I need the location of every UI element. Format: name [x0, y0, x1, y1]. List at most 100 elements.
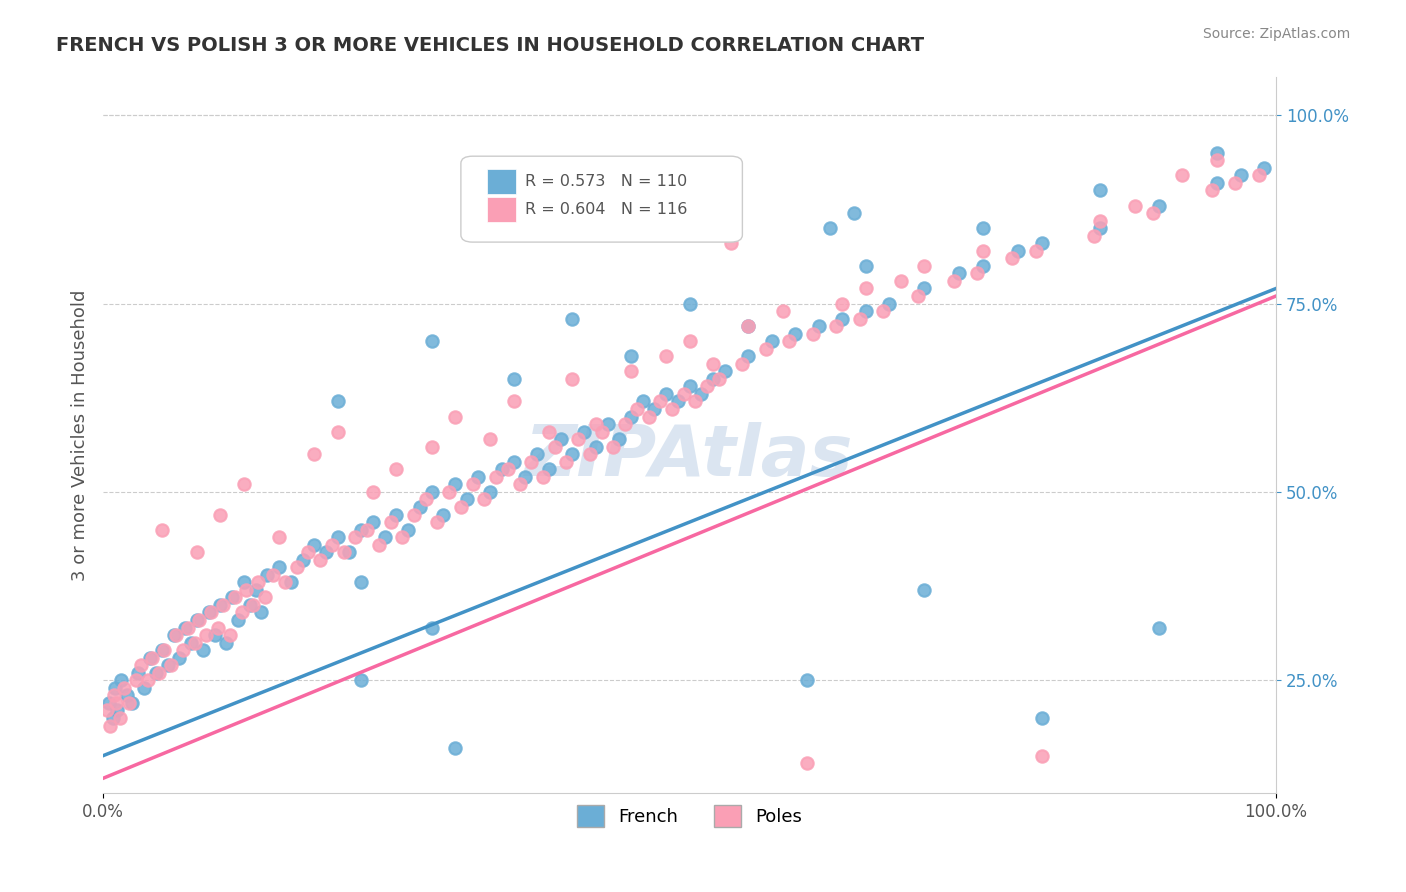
Point: [778, 334, 800, 349]
Point: [291, 553, 314, 567]
Point: [1031, 711, 1053, 725]
Point: [1206, 176, 1229, 190]
Point: [267, 530, 290, 544]
Point: [591, 425, 613, 439]
Point: [134, 681, 156, 695]
Point: [145, 665, 167, 680]
Point: [242, 598, 264, 612]
Point: [707, 372, 730, 386]
Point: [491, 462, 513, 476]
Point: [912, 259, 935, 273]
Point: [1223, 176, 1246, 190]
Point: [326, 530, 349, 544]
Point: [485, 470, 508, 484]
Point: [450, 500, 472, 514]
Point: [262, 567, 284, 582]
Point: [105, 703, 128, 717]
Point: [125, 673, 148, 688]
Point: [561, 447, 583, 461]
Text: Source: ZipAtlas.com: Source: ZipAtlas.com: [1202, 27, 1350, 41]
Point: [972, 244, 994, 258]
Point: [209, 598, 232, 612]
Point: [1201, 184, 1223, 198]
Point: [1088, 213, 1111, 227]
Point: [666, 394, 689, 409]
Point: [502, 372, 524, 386]
Point: [1247, 169, 1270, 183]
Point: [180, 635, 202, 649]
Point: [1147, 621, 1170, 635]
Point: [274, 575, 297, 590]
Point: [912, 582, 935, 597]
Point: [825, 319, 848, 334]
Point: [690, 387, 713, 401]
Text: R = 0.604   N = 116: R = 0.604 N = 116: [526, 202, 688, 218]
Point: [297, 545, 319, 559]
Point: [720, 236, 742, 251]
Point: [385, 462, 408, 476]
Point: [855, 281, 877, 295]
Point: [356, 523, 378, 537]
Point: [807, 319, 830, 334]
Point: [165, 628, 187, 642]
Point: [831, 311, 853, 326]
Point: [235, 582, 257, 597]
Point: [350, 523, 373, 537]
Text: FRENCH VS POLISH 3 OR MORE VEHICLES IN HOUSEHOLD CORRELATION CHART: FRENCH VS POLISH 3 OR MORE VEHICLES IN H…: [56, 36, 924, 54]
Point: [150, 523, 173, 537]
Point: [420, 484, 443, 499]
Point: [607, 432, 630, 446]
Text: R = 0.573   N = 110: R = 0.573 N = 110: [526, 174, 688, 189]
Point: [110, 673, 132, 688]
Point: [304, 447, 326, 461]
Point: [239, 598, 262, 612]
Point: [877, 296, 900, 310]
Point: [737, 349, 759, 363]
Point: [801, 326, 824, 341]
Point: [631, 394, 654, 409]
Point: [1031, 236, 1053, 251]
Point: [115, 689, 138, 703]
Legend: French, Poles: French, Poles: [569, 798, 810, 834]
Point: [515, 470, 537, 484]
Point: [572, 425, 595, 439]
Point: [637, 409, 659, 424]
Point: [156, 658, 179, 673]
Point: [755, 342, 778, 356]
Point: [912, 281, 935, 295]
Point: [267, 560, 290, 574]
Point: [402, 508, 425, 522]
Point: [678, 296, 700, 310]
Point: [714, 364, 737, 378]
Point: [160, 658, 183, 673]
Point: [1088, 184, 1111, 198]
Point: [426, 515, 449, 529]
Point: [108, 711, 131, 725]
Bar: [486, 169, 516, 194]
Point: [544, 440, 567, 454]
Point: [256, 567, 278, 582]
Point: [221, 591, 243, 605]
Bar: [486, 197, 516, 222]
Point: [596, 417, 619, 431]
Point: [285, 560, 308, 574]
Point: [848, 311, 870, 326]
Point: [385, 508, 408, 522]
Point: [796, 673, 818, 688]
FancyBboxPatch shape: [461, 156, 742, 242]
Point: [1088, 221, 1111, 235]
Point: [200, 606, 222, 620]
Point: [326, 425, 349, 439]
Point: [350, 575, 373, 590]
Point: [169, 650, 191, 665]
Point: [361, 484, 384, 499]
Point: [678, 334, 700, 349]
Point: [280, 575, 302, 590]
Y-axis label: 3 or more Vehicles in Household: 3 or more Vehicles in Household: [72, 290, 89, 581]
Point: [1001, 252, 1024, 266]
Point: [191, 643, 214, 657]
Point: [948, 266, 970, 280]
Point: [350, 673, 373, 688]
Point: [361, 515, 384, 529]
Point: [415, 492, 437, 507]
